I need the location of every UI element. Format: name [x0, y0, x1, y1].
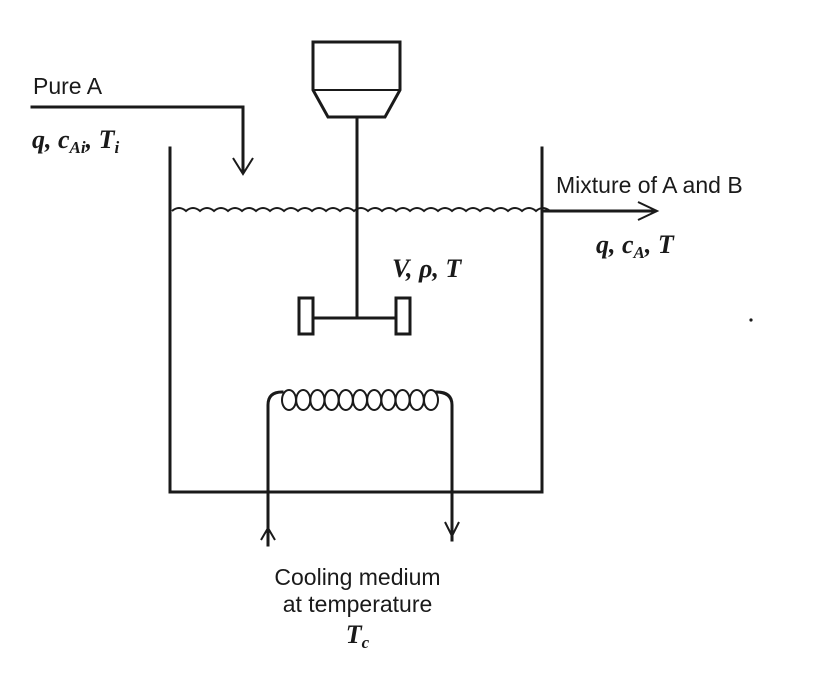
coolant-out-arrow-head — [444, 521, 460, 539]
feed-arrow-head — [232, 157, 254, 176]
feed-variables: q, cAi, Ti — [32, 125, 120, 157]
coolant-in-arrow-head — [260, 526, 276, 541]
feed-temp-var: Ti — [98, 125, 120, 157]
reactor-variables: V, ρ, T — [392, 254, 462, 283]
outlet-conc-var: cA — [622, 230, 645, 262]
outlet-label: Mixture of A and B — [556, 172, 743, 198]
cooling-temp-var: Tc — [345, 620, 370, 652]
stray-mark — [749, 318, 753, 322]
feed-label: Pure A — [33, 73, 103, 99]
cooling-coil — [281, 389, 440, 411]
feed-line — [30, 105, 245, 174]
cooling-medium-label: Cooling medium at temperature Tc — [240, 566, 475, 655]
feed-flow-var: q — [32, 125, 45, 154]
cooling-line-1: Cooling medium — [274, 564, 441, 590]
liquid-surface — [171, 207, 551, 213]
agitator-motor — [311, 40, 402, 119]
outlet-variables: q, cA, T — [596, 230, 674, 262]
cooling-line-2: at temperature — [282, 591, 433, 617]
outlet-flow-var: q — [596, 230, 609, 259]
tank-wall — [168, 146, 544, 494]
coil-inlet-pipe — [266, 390, 284, 547]
impeller-blade-left — [297, 296, 315, 336]
coil-outlet-pipe — [435, 390, 454, 542]
impeller-blade-right — [394, 296, 412, 336]
outlet-temp-var: T — [657, 230, 674, 259]
outlet-arrow-head — [637, 201, 660, 221]
feed-conc-var: cAi — [58, 125, 86, 157]
